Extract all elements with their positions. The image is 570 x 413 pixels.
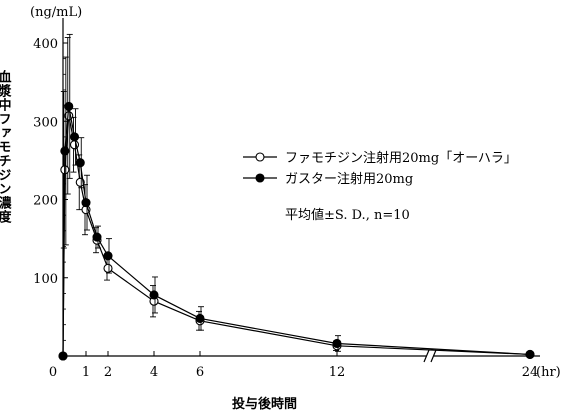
legend: ファモチジン注射用20mg「オーハラ」ガスター注射用20mg: [243, 150, 517, 187]
series-line: [62, 106, 531, 357]
x-tick-label: 1: [82, 365, 90, 380]
x-tick-label: 2: [104, 365, 112, 380]
data-point: [64, 101, 74, 111]
annotation-mean-sd: 平均値±S. D., n=10: [285, 207, 410, 223]
x-axis-break-mark: [423, 349, 437, 363]
data-point: [103, 251, 113, 261]
y-axis-title: 血漿中ファモチジン濃度: [0, 69, 12, 224]
legend-label: ガスター注射用20mg: [285, 171, 413, 187]
x-unit-label: (hr): [536, 365, 561, 380]
data-point: [75, 158, 85, 168]
data-point: [60, 146, 70, 156]
x-axis-title: 投与後時間: [232, 396, 297, 412]
y-units-label: (ng/mL): [30, 5, 82, 20]
data-point: [332, 338, 342, 349]
y-tick-label: 300: [33, 115, 58, 130]
data-point: [525, 349, 535, 359]
series-2: [58, 33, 535, 361]
legend-entry-1: ファモチジン注射用20mg「オーハラ」: [243, 150, 517, 166]
data-point: [69, 132, 80, 142]
series-1: [58, 37, 535, 361]
legend-marker: [255, 152, 265, 162]
data-point: [149, 290, 159, 300]
y-tick-label: 100: [33, 272, 58, 287]
axes: [62, 18, 540, 363]
x-tick-label: 6: [196, 365, 204, 380]
data-point: [195, 313, 205, 323]
data-point: [92, 232, 102, 242]
data-point: [103, 263, 113, 273]
y-tick-label: 400: [33, 37, 58, 52]
data-point: [81, 198, 91, 208]
legend-marker: [255, 173, 265, 183]
legend-label: ファモチジン注射用20mg「オーハラ」: [285, 150, 517, 166]
y-tick-label: 200: [33, 194, 58, 209]
legend-entry-2: ガスター注射用20mg: [243, 171, 413, 187]
x-tick-label: 24: [522, 365, 539, 380]
x-tick-label: 0: [49, 365, 57, 380]
data-point: [58, 351, 68, 361]
x-tick-label: 12: [329, 365, 346, 380]
x-tick-label: 4: [150, 365, 158, 380]
series-layer: [58, 33, 535, 361]
